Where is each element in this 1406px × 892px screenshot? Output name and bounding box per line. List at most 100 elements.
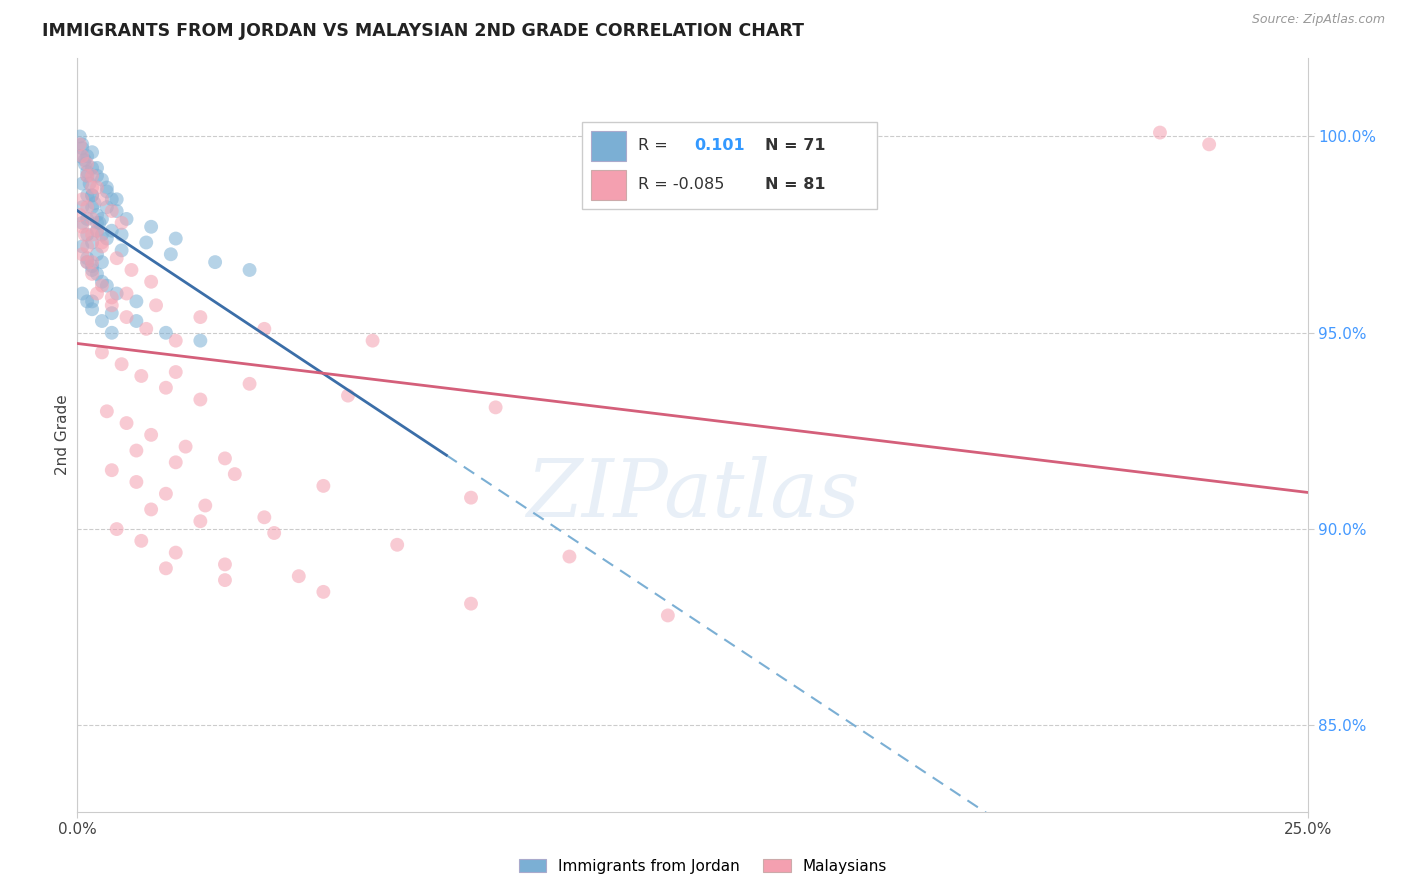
Point [131, 368, 153, 383]
Point [69, 137, 91, 152]
Point [115, 310, 138, 324]
Point [105, 522, 128, 536]
Point [190, 514, 212, 528]
Point [76, 255, 98, 269]
Point [69, 208, 91, 222]
Point [76, 169, 98, 183]
Point [1198, 137, 1220, 152]
Point [101, 463, 124, 477]
Point [239, 263, 262, 277]
Point [96, 185, 118, 199]
Point [135, 235, 157, 250]
Point [657, 608, 679, 623]
Point [263, 526, 285, 541]
Point [111, 227, 132, 242]
Text: Source: ZipAtlas.com: Source: ZipAtlas.com [1251, 13, 1385, 27]
Point [82, 188, 104, 202]
Point [135, 322, 157, 336]
Point [141, 502, 163, 516]
Point [155, 487, 177, 501]
Point [76, 211, 98, 226]
Point [70, 219, 93, 234]
Point [145, 298, 167, 312]
Point [105, 286, 128, 301]
Text: R =: R = [638, 138, 668, 153]
Point [76, 200, 98, 214]
Point [190, 392, 212, 407]
Point [70, 141, 93, 155]
Point [70, 149, 93, 163]
Point [115, 211, 138, 226]
Point [70, 192, 93, 206]
Point [387, 538, 409, 552]
Point [73, 227, 96, 242]
Point [312, 479, 335, 493]
Point [141, 219, 163, 234]
Point [86, 161, 108, 175]
Point [101, 290, 124, 304]
Legend: Immigrants from Jordan, Malaysians: Immigrants from Jordan, Malaysians [513, 853, 893, 880]
Point [76, 251, 98, 265]
Bar [591, 169, 626, 200]
Point [224, 467, 246, 482]
Point [70, 137, 93, 152]
Point [82, 302, 104, 317]
Point [337, 388, 360, 402]
Point [86, 180, 108, 194]
Point [70, 286, 93, 301]
Point [90, 275, 114, 289]
Point [89, 216, 111, 230]
Point [174, 440, 197, 454]
Text: IMMIGRANTS FROM JORDAN VS MALAYSIAN 2ND GRADE CORRELATION CHART: IMMIGRANTS FROM JORDAN VS MALAYSIAN 2ND … [42, 22, 804, 40]
Point [165, 546, 187, 560]
Point [90, 255, 114, 269]
Text: N = 71: N = 71 [765, 138, 825, 153]
Point [101, 306, 124, 320]
Point [155, 561, 177, 575]
Point [86, 216, 108, 230]
Point [155, 381, 177, 395]
Point [125, 475, 148, 489]
Point [86, 169, 108, 183]
Point [90, 211, 114, 226]
Point [160, 247, 183, 261]
Point [82, 169, 104, 183]
Point [82, 200, 104, 214]
Point [70, 247, 93, 261]
Point [82, 263, 104, 277]
Point [90, 239, 114, 253]
Point [155, 326, 177, 340]
Point [125, 294, 148, 309]
Point [69, 129, 91, 144]
Point [76, 188, 98, 202]
Point [131, 533, 153, 548]
Point [86, 224, 108, 238]
Point [86, 267, 108, 281]
Point [70, 177, 93, 191]
Point [214, 573, 236, 587]
Point [190, 310, 212, 324]
Y-axis label: 2nd Grade: 2nd Grade [55, 394, 70, 475]
Point [115, 286, 138, 301]
Point [165, 455, 187, 469]
Point [111, 216, 132, 230]
Point [69, 149, 91, 163]
Point [96, 404, 118, 418]
Point [101, 298, 124, 312]
Point [90, 235, 114, 250]
Point [460, 491, 482, 505]
Point [90, 192, 114, 206]
Point [82, 267, 104, 281]
Point [70, 239, 93, 253]
Point [125, 314, 148, 328]
Point [141, 427, 163, 442]
Point [86, 286, 108, 301]
Point [101, 224, 124, 238]
Point [141, 275, 163, 289]
Point [82, 255, 104, 269]
Point [82, 259, 104, 273]
Point [76, 157, 98, 171]
Point [105, 251, 128, 265]
Point [485, 401, 508, 415]
Point [82, 145, 104, 160]
